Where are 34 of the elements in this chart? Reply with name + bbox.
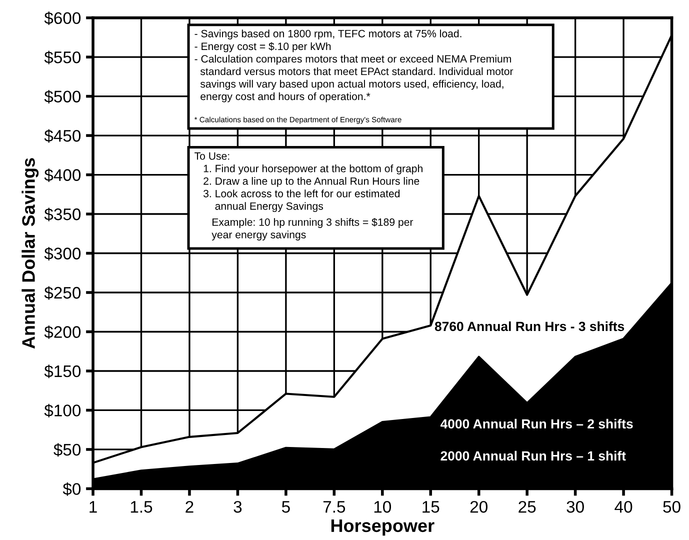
x-tick-label: 15 (422, 501, 440, 513)
y-tick-label: $500 (44, 90, 81, 104)
x-tick-label: 2 (186, 500, 194, 513)
x-tick-label: 1.5 (130, 501, 152, 513)
y-tick-label: $200 (44, 325, 81, 339)
x-tick-label: 5 (282, 501, 290, 513)
y-tick-label: $0 (62, 482, 81, 496)
y-axis-title: Annual Dollar Savings (22, 158, 39, 349)
x-tick-label: 3 (234, 500, 242, 513)
y-tick-label: $450 (44, 129, 81, 143)
y-tick-label: $50 (54, 443, 81, 457)
y-tick-label: $100 (44, 404, 81, 418)
annotation: - Savings based on 1800 rpm, TEFC motors at 75% load. - Energy cost = $.10 per kWh - Calculation compares motors that meet or exceed NEMA Premium standard versus motors that meet EPAct standard. Individual motor savings will vary based upon actual motors used, efficiency, load, energy cost and hours of operation.* (194, 30, 514, 102)
x-tick-label: 30 (566, 500, 584, 513)
y-tick-label: $250 (44, 286, 81, 300)
y-tick-label: $350 (44, 208, 81, 222)
x-tick-label: 50 (663, 500, 680, 513)
y-tick-label: $300 (44, 246, 81, 260)
annotation: 4000 Annual Run Hrs – 2 shifts (440, 418, 633, 429)
x-tick-label: 40 (614, 500, 632, 513)
x-tick-label: 10 (374, 500, 392, 513)
y-tick-label: $400 (44, 168, 81, 182)
x-tick-label: 20 (470, 500, 488, 513)
x-axis-title: Horsepower (331, 519, 434, 536)
x-tick-label: 7.5 (323, 501, 346, 513)
y-tick-label: $600 (44, 12, 81, 26)
x-tick-label: 1 (90, 501, 97, 513)
annotation: 8760 Annual Run Hrs - 3 shifts (434, 321, 624, 332)
y-tick-label: $150 (44, 364, 81, 378)
y-tick-label: $550 (44, 50, 81, 64)
annotation: 2000 Annual Run Hrs – 1 shift (440, 450, 626, 461)
x-tick-label: 25 (518, 500, 536, 513)
annotation: Example: 10 hp running 3 shifts = $189 per year energy savings (212, 218, 414, 240)
annotation: To Use: 1. Find your horsepower at the bottom of graph 2. Draw a line up to the Annual Run Hours line 3. Look across to the left for our estimated annual Energy Savings (194, 152, 422, 212)
